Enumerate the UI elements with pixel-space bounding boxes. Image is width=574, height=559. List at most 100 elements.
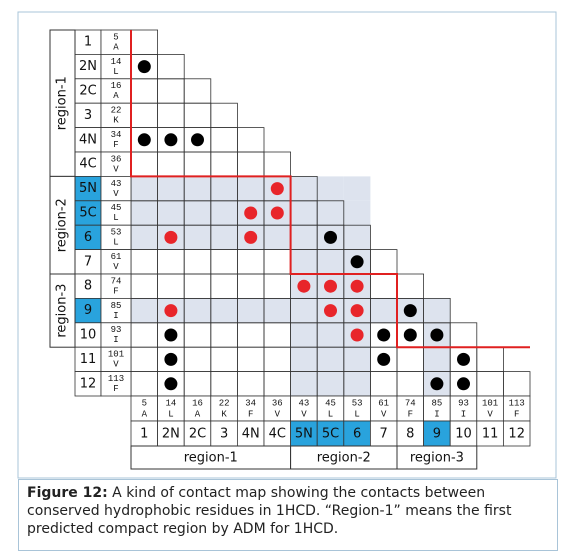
row-residue-number: 85 bbox=[111, 301, 122, 311]
region-label-left: region-1 bbox=[55, 76, 70, 130]
row-residue-cell bbox=[100, 346, 132, 373]
col-residue-cell bbox=[263, 395, 292, 422]
row-residue-cell bbox=[100, 200, 132, 226]
cell bbox=[130, 78, 159, 104]
row-label-cell bbox=[74, 346, 102, 373]
cell bbox=[502, 371, 531, 397]
row-residue-letter: V bbox=[113, 262, 119, 272]
col-residue-number: 113 bbox=[509, 398, 525, 408]
col-label-cell bbox=[316, 420, 345, 447]
row-residue-letter: F bbox=[113, 140, 118, 150]
cell bbox=[157, 273, 185, 299]
col-residue-cell bbox=[290, 395, 318, 422]
col-residue-cell bbox=[236, 395, 265, 422]
row-residue-letter: V bbox=[113, 164, 119, 174]
row-residue-number: 5 bbox=[113, 32, 118, 42]
cell bbox=[157, 78, 185, 104]
row-label: 7 bbox=[84, 254, 92, 269]
shade-cell bbox=[157, 176, 185, 201]
contact-dot bbox=[137, 133, 151, 147]
row-residue-number: 113 bbox=[108, 374, 124, 384]
row-label: 4N bbox=[79, 132, 97, 147]
cell bbox=[449, 322, 478, 348]
shade-cell bbox=[157, 200, 185, 226]
shade-cell bbox=[317, 371, 344, 396]
shade-cell bbox=[264, 298, 291, 323]
cell bbox=[369, 273, 398, 299]
cell bbox=[369, 249, 398, 275]
cell bbox=[476, 346, 504, 373]
row-residue-number: 43 bbox=[111, 179, 122, 189]
col-residue-letter: V bbox=[275, 409, 281, 419]
region-label-left: region-3 bbox=[55, 284, 70, 338]
shade-cell bbox=[317, 176, 344, 201]
contact-dot bbox=[164, 230, 178, 244]
col-residue-letter: K bbox=[221, 409, 227, 419]
cell bbox=[263, 346, 292, 373]
col-residue-number: 36 bbox=[272, 398, 283, 408]
cell bbox=[396, 371, 425, 397]
contact-dot bbox=[164, 304, 178, 318]
cell bbox=[183, 322, 212, 348]
shade-cell bbox=[184, 200, 211, 226]
row-residue-letter: L bbox=[113, 238, 118, 248]
shade-cell bbox=[290, 322, 318, 348]
row-residue-cell bbox=[100, 54, 132, 80]
contact-dot bbox=[350, 304, 364, 318]
contact-dot bbox=[350, 255, 364, 269]
shade-cell bbox=[370, 298, 397, 323]
col-residue-letter: I bbox=[434, 409, 439, 419]
shade-cell bbox=[237, 298, 264, 323]
cell bbox=[236, 346, 265, 373]
contact-dot bbox=[430, 377, 444, 391]
cell bbox=[130, 346, 159, 373]
col-residue-letter: I bbox=[461, 409, 466, 419]
contact-dot bbox=[350, 279, 364, 293]
row-residue-letter: L bbox=[113, 213, 118, 223]
row-residue-letter: F bbox=[113, 286, 118, 296]
cell bbox=[396, 346, 425, 373]
row-label: 5C bbox=[79, 206, 96, 221]
shade-cell bbox=[131, 225, 158, 250]
col-residue-number: 45 bbox=[325, 398, 336, 408]
shade-cell bbox=[343, 200, 371, 226]
col-residue-letter: F bbox=[408, 409, 413, 419]
cell bbox=[210, 322, 238, 348]
shade-cell bbox=[131, 298, 158, 323]
region-box-left bbox=[49, 273, 76, 348]
cell bbox=[183, 371, 212, 397]
col-residue-number: 61 bbox=[378, 398, 389, 408]
contact-dot bbox=[430, 328, 444, 342]
row-residue-cell bbox=[100, 78, 132, 104]
row-residue-number: 14 bbox=[111, 57, 122, 67]
col-residue-cell bbox=[316, 395, 345, 422]
col-residue-number: 22 bbox=[219, 398, 230, 408]
contact-dot bbox=[403, 328, 417, 342]
col-residue-letter: L bbox=[328, 409, 333, 419]
col-label: 2C bbox=[189, 427, 206, 442]
contact-dot bbox=[244, 206, 258, 220]
cell bbox=[157, 151, 185, 177]
col-label: 8 bbox=[406, 427, 414, 442]
shade-cell bbox=[343, 371, 371, 396]
row-residue-cell bbox=[100, 151, 132, 177]
region-label-bottom: region-2 bbox=[317, 451, 371, 466]
cell bbox=[263, 273, 292, 299]
shade-cell bbox=[210, 176, 238, 201]
contact-dot bbox=[270, 182, 284, 196]
cell bbox=[263, 371, 292, 397]
col-residue-number: 101 bbox=[482, 398, 498, 408]
cell bbox=[130, 322, 159, 348]
cell bbox=[130, 29, 159, 55]
shade-cell bbox=[210, 200, 238, 226]
row-residue-letter: A bbox=[113, 42, 119, 52]
cell bbox=[210, 273, 238, 299]
col-residue-letter: A bbox=[142, 409, 148, 419]
col-residue-letter: F bbox=[514, 409, 519, 419]
row-label-cell bbox=[74, 297, 102, 324]
contact-dot bbox=[270, 206, 284, 220]
cell bbox=[236, 127, 265, 153]
col-label: 11 bbox=[482, 427, 499, 442]
row-residue-number: 101 bbox=[108, 350, 124, 360]
col-label: 9 bbox=[433, 427, 441, 442]
